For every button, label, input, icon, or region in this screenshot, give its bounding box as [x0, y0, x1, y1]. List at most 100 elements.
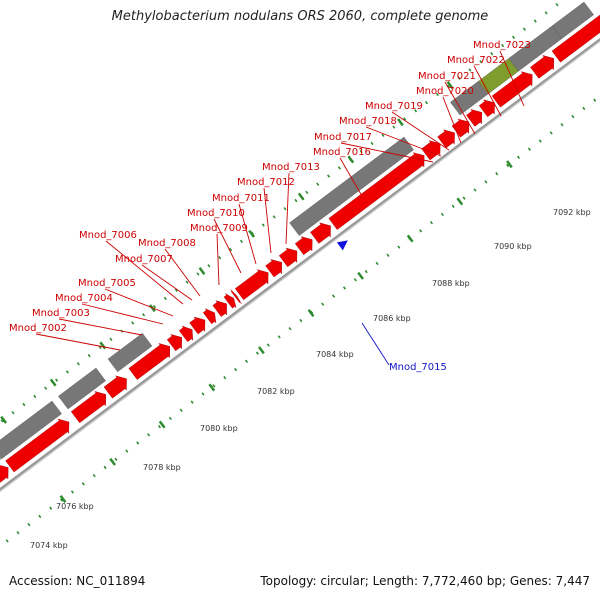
gene-label-mnod-7002[interactable]: Mnod_7002	[9, 323, 67, 334]
gene-arrow-plus[interactable]	[0, 465, 9, 522]
gene-arrow-plus[interactable]	[328, 152, 425, 230]
gene-label-mnod-7009[interactable]: Mnod_7009	[190, 223, 248, 234]
gene-arrow-plus[interactable]	[294, 236, 313, 256]
gene-label-mnod-7018[interactable]: Mnod_7018	[339, 116, 397, 127]
scale-label: 7090 kbp	[494, 242, 532, 251]
kbp-tick	[406, 234, 414, 243]
leader-line	[238, 203, 257, 265]
gene-arrow-plus[interactable]	[5, 418, 70, 473]
gene-label-mnod-7005[interactable]: Mnod_7005	[78, 278, 136, 289]
label-leader-lines	[35, 50, 525, 366]
leader-line	[473, 65, 502, 117]
backbone-line	[0, 40, 600, 493]
tick-dot-track	[0, 94, 600, 549]
scale-label: 7088 kbp	[432, 279, 470, 288]
gene-label-mnod-7003[interactable]: Mnod_7003	[32, 308, 90, 319]
leader-line	[361, 322, 390, 366]
gene-label-mnod-7015[interactable]: Mnod_7015	[389, 362, 447, 373]
gene-arrow-plus[interactable]	[478, 99, 495, 118]
gene-label-mnod-7020[interactable]: Mnod_7020	[416, 86, 474, 97]
leader-line	[141, 264, 193, 301]
kbp-tick	[456, 197, 464, 206]
scale-label: 7086 kbp	[373, 314, 411, 323]
genome-summary: Topology: circular; Length: 7,772,460 bp…	[260, 574, 590, 588]
kbp-tick	[357, 271, 365, 280]
gene-label-mnod-7012[interactable]: Mnod_7012	[237, 177, 295, 188]
leader-line	[499, 50, 525, 107]
gene-label-mnod-7013[interactable]: Mnod_7013	[262, 162, 320, 173]
scale-label: 7082 kbp	[257, 387, 295, 396]
tick-track	[0, 0, 600, 549]
gene-arrow-plus[interactable]	[530, 55, 555, 79]
kbp-tick	[505, 160, 513, 169]
gene-label-mnod-7023[interactable]: Mnod_7023	[473, 40, 531, 51]
gene-arrow-plus[interactable]	[166, 334, 183, 352]
kbp-tick	[396, 118, 404, 127]
kbp-tick	[49, 378, 57, 387]
gene-arrow-plus[interactable]	[310, 222, 331, 244]
scale-label: 7084 kbp	[316, 350, 354, 359]
leader-line	[213, 218, 242, 274]
leader-line	[81, 303, 164, 325]
gene-arrow-plus[interactable]	[421, 140, 441, 161]
leader-line	[339, 157, 363, 197]
gene-arrow-plus[interactable]	[223, 293, 237, 309]
gene-arrow-plus[interactable]	[202, 308, 217, 325]
gene-labels[interactable]: Mnod_7002 Mnod_7003 Mnod_7004 Mnod_7005 Mnod…	[9, 40, 531, 373]
gene-arrow-plus[interactable]	[212, 300, 227, 317]
cds-block	[107, 332, 153, 373]
gene-label-mnod-7017[interactable]: Mnod_7017	[314, 132, 372, 143]
tick-dot-track	[0, 0, 566, 425]
gene-track[interactable]	[0, 9, 600, 522]
map-title: Methylobacterium nodulans ORS 2060, comp…	[111, 9, 489, 24]
gene-label-mnod-7011[interactable]: Mnod_7011	[212, 193, 270, 204]
kbp-tick	[307, 309, 315, 317]
leader-line	[391, 111, 450, 151]
gene-arrow-plus[interactable]	[189, 316, 206, 335]
kbp-tick	[347, 155, 355, 164]
kbp-tick	[198, 267, 206, 275]
scale-label: 7074 kbp	[30, 541, 68, 550]
gene-arrow-plus[interactable]	[178, 325, 194, 343]
cds-block	[0, 400, 62, 460]
gene-label-mnod-7019[interactable]: Mnod_7019	[365, 101, 423, 112]
kbp-tick	[248, 229, 255, 238]
gene-arrow-plus[interactable]	[491, 71, 533, 108]
gene-label-mnod-7006[interactable]: Mnod_7006	[79, 230, 137, 241]
gene-label-mnod-7022[interactable]: Mnod_7022	[447, 55, 505, 66]
leader-line	[105, 240, 184, 305]
gene-arrow-plus[interactable]	[551, 9, 600, 63]
gene-label-mnod-7008[interactable]: Mnod_7008	[138, 238, 196, 249]
leader-line	[58, 318, 143, 336]
gene-label-mnod-7016[interactable]: Mnod_7016	[313, 147, 371, 158]
leader-line	[285, 172, 290, 245]
gene-arrow-plus[interactable]	[466, 109, 483, 127]
gene-arrow-plus[interactable]	[234, 269, 269, 301]
gene-arrow-plus[interactable]	[278, 247, 298, 268]
kbp-tick	[446, 81, 454, 89]
leader-line	[442, 96, 462, 144]
gene-arrow-plus[interactable]	[437, 129, 455, 149]
leader-line	[104, 288, 174, 317]
gene-label-mnod-7007[interactable]: Mnod_7007	[115, 254, 173, 265]
gene-label-mnod-7021[interactable]: Mnod_7021	[418, 71, 476, 82]
leader-line	[35, 333, 121, 351]
backbone-line	[0, 37, 600, 493]
scale-label: 7078 kbp	[143, 463, 181, 472]
gene-arrow-plus[interactable]	[70, 391, 107, 424]
gene-arrow-plus[interactable]	[265, 259, 283, 278]
kbp-tick	[158, 420, 166, 429]
gene-arrow-plus[interactable]	[103, 375, 127, 399]
gene-arrow-plus[interactable]	[451, 118, 470, 138]
gene-arrow-plus[interactable]	[128, 343, 171, 380]
leader-line	[340, 142, 434, 163]
gene-arrow-plus[interactable]	[230, 289, 242, 305]
scale-label: 7092 kbp	[553, 208, 591, 217]
gene-arrow-minus[interactable]	[336, 240, 348, 251]
scale-labels: 7074 kbp 7076 kbp 7078 kbp 7080 kbp 7082 kbp…	[30, 208, 591, 550]
leader-line	[365, 126, 442, 157]
gene-label-mnod-7004[interactable]: Mnod_7004	[55, 293, 113, 304]
gene-label-mnod-7010[interactable]: Mnod_7010	[187, 208, 245, 219]
kbp-tick	[257, 346, 265, 355]
